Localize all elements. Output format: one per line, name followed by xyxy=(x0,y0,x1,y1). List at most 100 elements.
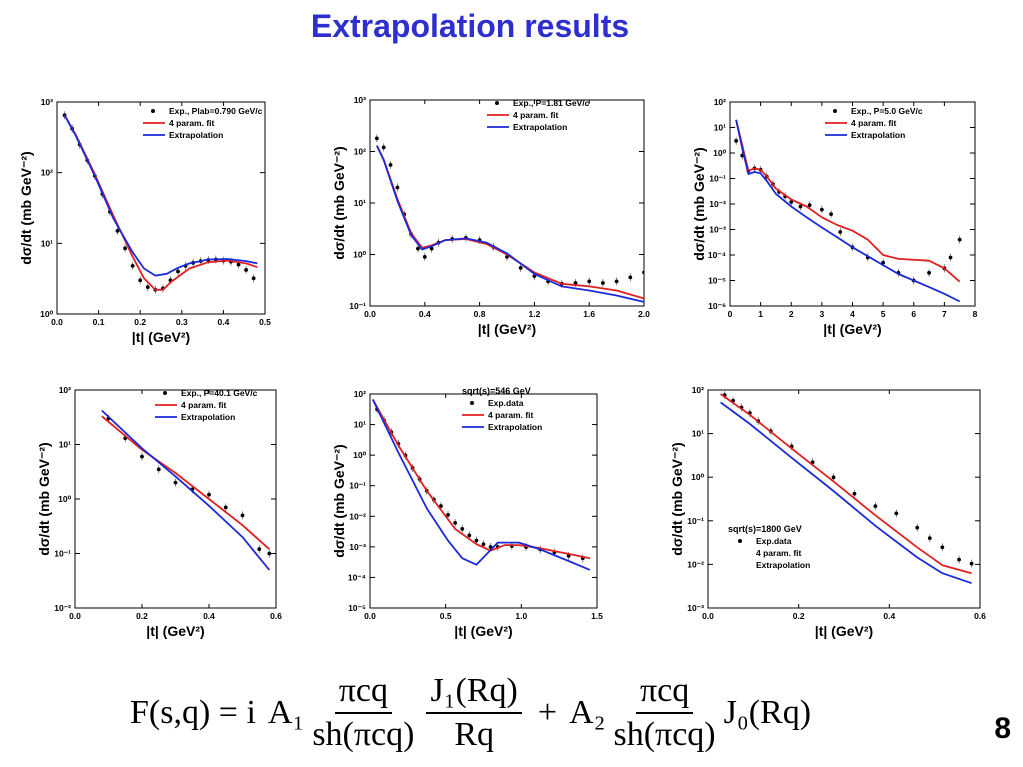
y-tick-label: 10⁰ xyxy=(353,450,366,460)
data-point xyxy=(145,285,150,290)
y-tick-label: 10⁰ xyxy=(691,472,704,482)
y-tick-label: 10⁻⁴ xyxy=(708,250,726,260)
chart-panel-sqrt-546: 0.0 0.5 1.0 1.5 10⁻⁵ 10⁻⁴ 10⁻³ 10⁻² 10⁻¹ 10⁰ 10¹ 10… xyxy=(322,382,607,648)
chart-svg: 0.0 0.5 1.0 1.5 10⁻⁵ 10⁻⁴ 10⁻³ 10⁻² 10⁻¹ 10⁰ 10¹ 10… xyxy=(331,386,603,639)
legend-entry: Exp., Plab=0.790 GeV/c xyxy=(169,106,263,116)
y-tick-label: 10² xyxy=(354,147,366,157)
extrapolation-curve xyxy=(101,409,270,571)
data-point xyxy=(915,525,920,530)
x-tick-label: 0.6 xyxy=(270,611,282,621)
x-tick-label: 2.0 xyxy=(638,309,650,319)
legend-entry: Extrapolation xyxy=(513,122,567,132)
formula-frac-2-den: Rq xyxy=(454,716,495,753)
legend-entry: Extrapolation xyxy=(169,130,223,140)
page-number: 8 xyxy=(994,712,1011,745)
data-point xyxy=(838,230,843,234)
x-tick-label: 8 xyxy=(973,309,978,319)
x-tick-label: 5 xyxy=(881,309,886,319)
x-tick-label: 3 xyxy=(820,309,825,319)
legend: sqrt(s)=546 GeV Exp.data 4 param. fit Extra… xyxy=(462,386,542,432)
data-point xyxy=(236,262,241,267)
plot-frame xyxy=(74,389,277,609)
x-tick-label: 0.3 xyxy=(176,317,188,327)
data-point xyxy=(927,536,932,541)
data-point xyxy=(807,203,812,208)
y-tick-label: 10⁰ xyxy=(353,250,366,260)
x-tick-label: 0 xyxy=(728,309,733,319)
x-tick-label: 1.2 xyxy=(528,309,540,319)
data-point xyxy=(614,279,619,284)
legend: Exp., P=1.81 GeV/c 4 param. fit Extrapolat… xyxy=(487,98,590,132)
legend-marker-points xyxy=(738,539,742,543)
legend-entry: Extrapolation xyxy=(756,560,810,570)
data-point xyxy=(156,467,161,472)
x-axis-label: |t| (GeV²) xyxy=(823,321,881,337)
chart-svg: 0.0 0.2 0.4 0.6 10⁻³ 10⁻² 10⁻¹ 10⁰ 10¹ 10² |t| (Ge… xyxy=(669,385,986,639)
x-axis-label: |t| (GeV²) xyxy=(478,321,536,337)
extrapolation-curve xyxy=(376,145,644,303)
x-tick-label: 6 xyxy=(911,309,916,319)
extrapolation-curve xyxy=(735,119,961,303)
x-tick-label: 0.0 xyxy=(69,611,81,621)
x-tick-label: 0.4 xyxy=(217,317,229,327)
legend-entry: 4 param. fit xyxy=(488,410,534,420)
data-point xyxy=(573,281,578,285)
formula-frac-3: πcq sh(πcq) xyxy=(610,672,720,754)
data-point xyxy=(819,207,824,212)
y-tick-label: 10¹ xyxy=(59,440,71,450)
legend: sqrt(s)=1800 GeV Exp.data 4 param. fit Extr… xyxy=(728,524,810,570)
data-point xyxy=(940,545,945,550)
y-tick-label: 10² xyxy=(59,385,71,395)
data-point xyxy=(948,255,953,260)
formula-frac-2-num: J₁(Rq) xyxy=(426,672,522,714)
plot-area xyxy=(720,391,974,585)
y-tick-label: 10² xyxy=(714,97,726,107)
data-point xyxy=(587,279,592,284)
legend-title: sqrt(s)=1800 GeV xyxy=(728,524,802,534)
chart-svg: 0 1 2 3 4 5 6 7 8 10⁻⁶ 10⁻⁵ 10⁻⁴ 10⁻³ 10⁻² 10⁻¹ 10⁰ 10¹ 1… xyxy=(691,97,978,337)
formula-lhs: F(s,q) = i xyxy=(130,694,256,731)
y-tick-label: 10⁰ xyxy=(713,148,726,158)
chart-svg: 0.0 0.1 0.2 0.3 0.4 0.5 10⁰ 10¹ 10² 10³ |t| (GeV²)… xyxy=(18,97,271,345)
legend-entry: Exp.data xyxy=(756,536,792,546)
legend: Exp., Plab=0.790 GeV/c 4 param. fit Extrap… xyxy=(143,106,263,140)
x-tick-label: 1.0 xyxy=(515,611,527,621)
y-axis-label: dσ/dt (mb GeV⁻²) xyxy=(669,442,685,555)
legend-entry: Exp., P=5.0 GeV/c xyxy=(851,106,923,116)
y-tick-label: 10¹ xyxy=(714,123,726,133)
chart-svg: 0.0 0.2 0.4 0.6 10⁻² 10⁻¹ 10⁰ 10¹ 10² |t| (GeV²) d… xyxy=(36,385,282,639)
y-tick-label: 10⁻³ xyxy=(709,225,726,235)
y-tick-label: 10⁻² xyxy=(54,603,71,613)
data-point xyxy=(446,513,450,517)
y-axis-label: dσ/dt (mb GeV⁻²) xyxy=(331,444,347,557)
formula-tail: J₀(Rq) xyxy=(723,694,812,731)
x-tick-label: 2 xyxy=(789,309,794,319)
formula-frac-1-num: πcq xyxy=(334,672,393,714)
data-point xyxy=(829,212,833,217)
y-tick-label: 10⁻⁴ xyxy=(348,572,366,582)
fit-curve xyxy=(101,415,270,550)
plot-frame xyxy=(369,393,598,609)
data-point xyxy=(798,204,803,209)
y-tick-label: 10⁻¹ xyxy=(54,549,71,559)
legend-entry: Exp.data xyxy=(488,398,524,408)
y-tick-label: 10⁰ xyxy=(58,494,71,504)
data-point xyxy=(894,511,899,516)
legend: Exp., P=5.0 GeV/c 4 param. fit Extrapolati… xyxy=(825,106,923,140)
formula-frac-1: πcq sh(πcq) xyxy=(308,672,418,754)
data-point xyxy=(957,237,962,242)
formula-frac-3-num: πcq xyxy=(635,672,694,714)
chart-panel-sqrt-1800: 0.0 0.2 0.4 0.6 10⁻³ 10⁻² 10⁻¹ 10⁰ 10¹ 10² |t| (Ge… xyxy=(650,382,990,648)
x-tick-label: 0.4 xyxy=(203,611,215,621)
chart-panel-p-0790: 0.0 0.1 0.2 0.3 0.4 0.5 10⁰ 10¹ 10² 10³ |t| (GeV²)… xyxy=(15,92,275,345)
x-tick-label: 0.2 xyxy=(793,611,805,621)
plot-area xyxy=(734,119,962,303)
plot-frame xyxy=(369,99,645,307)
y-tick-label: 10⁻⁶ xyxy=(708,301,726,311)
data-point xyxy=(422,254,427,259)
plot-area xyxy=(62,111,258,294)
data-point xyxy=(789,200,794,204)
legend-marker-points xyxy=(833,109,837,113)
legend-entry: 4 param. fit xyxy=(851,118,897,128)
data-point xyxy=(123,246,127,251)
